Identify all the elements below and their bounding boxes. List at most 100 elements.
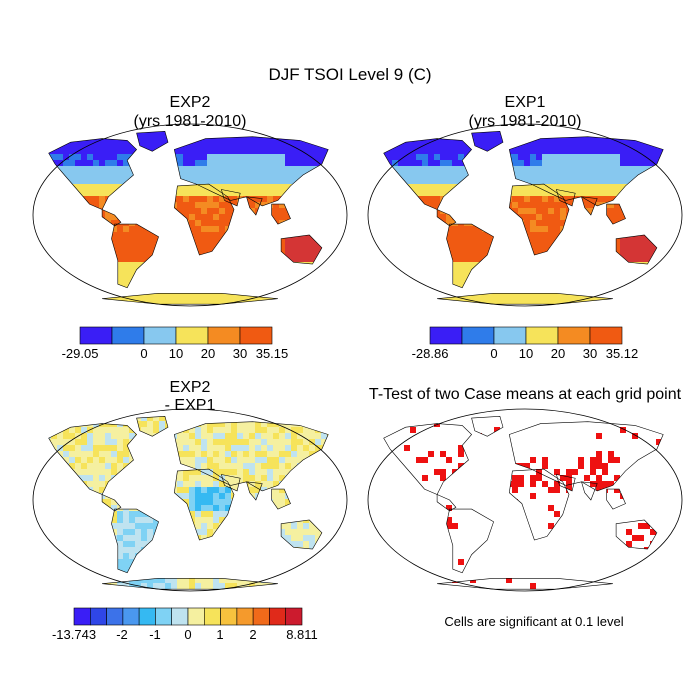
coastline-seAsia xyxy=(606,203,626,225)
figure-title: DJF TSOI Level 9 (C) xyxy=(268,65,431,84)
coastline-arabia xyxy=(555,189,576,207)
coastline-greenland xyxy=(136,415,169,437)
colorbar-tick-label: -2 xyxy=(116,627,128,642)
map-frame xyxy=(367,123,683,307)
coastline-southAmerica xyxy=(446,223,494,289)
coastline-arabia xyxy=(220,189,241,207)
colorbar-box xyxy=(79,326,113,345)
coastline-india xyxy=(246,196,263,216)
panel-3-title-line2: - EXP1 xyxy=(165,397,216,414)
colorbar-box xyxy=(111,326,145,345)
coastline-india xyxy=(581,196,598,216)
colorbar-box xyxy=(252,607,270,626)
coastline-seAsia xyxy=(606,488,626,510)
panel-4-title: T-Test of two Case means at each grid po… xyxy=(369,386,682,403)
colorbar-box xyxy=(461,326,495,345)
colorbar-box xyxy=(493,326,527,345)
coastline-greenland xyxy=(471,415,504,437)
coastline-greenland xyxy=(136,130,169,152)
colorbar-box xyxy=(207,326,241,345)
colorbar-tick-label: 35.12 xyxy=(606,346,639,361)
colorbar-tick-label: 0 xyxy=(140,346,147,361)
colorbar-tick-label: 30 xyxy=(583,346,597,361)
colorbar-box xyxy=(187,607,205,626)
colorbar-tick-label: 2 xyxy=(249,627,256,642)
coastline-southAmerica xyxy=(111,223,159,289)
coastline-northAmerica xyxy=(48,423,138,495)
colorbar-box xyxy=(429,326,463,345)
coastline-australia xyxy=(280,234,323,265)
colorbar-box xyxy=(73,607,91,626)
coastline-africa xyxy=(173,468,235,541)
panel-2-map xyxy=(367,123,683,307)
colorbar-box xyxy=(155,607,172,626)
coastline-northAmerica xyxy=(48,138,138,210)
colorbar-box xyxy=(269,607,286,626)
panel-4-note: Cells are significant at 0.1 level xyxy=(444,614,623,629)
colorbar-tick-label: 30 xyxy=(233,346,247,361)
colorbar-box xyxy=(220,607,238,626)
colorbar-tick-label: -28.86 xyxy=(412,346,449,361)
colorbar-tick-label: 0 xyxy=(490,346,497,361)
colorbar-tick-label: 35.15 xyxy=(256,346,289,361)
colorbar-box xyxy=(589,326,623,345)
colorbar-box xyxy=(236,607,254,626)
colorbar-tick-label: -1 xyxy=(149,627,161,642)
map-frame xyxy=(32,408,348,592)
coastline-eurasia xyxy=(508,421,664,492)
colorbar-box xyxy=(525,326,559,345)
coastline-eurasia xyxy=(173,421,329,492)
coastline-eurasia xyxy=(173,136,329,207)
panel-1-title-line2: (yrs 1981-2010) xyxy=(134,113,247,130)
colorbar-tick-label: 20 xyxy=(201,346,215,361)
panel-4-map xyxy=(367,408,683,592)
coastline-india xyxy=(246,481,263,501)
colorbar-box xyxy=(285,607,303,626)
coastline-arabia xyxy=(555,474,576,492)
colorbar-tick-label: -29.05 xyxy=(62,346,99,361)
colorbar-tick-label: 10 xyxy=(169,346,183,361)
colorbar-box xyxy=(557,326,591,345)
panel-3-map xyxy=(32,408,348,592)
panel-2-title-line1: EXP1 xyxy=(505,94,546,111)
coastline-northAmerica xyxy=(383,423,473,495)
coastline-arabia xyxy=(220,474,241,492)
coastline-africa xyxy=(173,183,235,256)
panel-1-colorbar: -29.05 0 10 20 30 35.15 xyxy=(62,326,289,361)
panel-2-colorbar: -28.86 0 10 20 30 35.12 xyxy=(412,326,639,361)
colorbar-tick-label: 10 xyxy=(519,346,533,361)
coastline-seAsia xyxy=(271,488,291,510)
colorbar-tick-label: 20 xyxy=(551,346,565,361)
colorbar-box xyxy=(171,607,189,626)
panel-3-colorbar: -13.743 -2 -1 0 1 2 8.811 xyxy=(52,607,318,642)
colorbar-box xyxy=(204,607,221,626)
map-frame xyxy=(32,123,348,307)
coastline-southAmerica xyxy=(446,508,494,574)
map-frame xyxy=(367,408,683,592)
colorbar-box xyxy=(106,607,124,626)
coastline-india xyxy=(581,481,598,501)
coastline-seAsia xyxy=(271,203,291,225)
coastline-africa xyxy=(508,468,570,541)
colorbar-box xyxy=(143,326,177,345)
coastline-africa xyxy=(508,183,570,256)
panel-1-title-line1: EXP2 xyxy=(170,94,211,111)
coastline-northAmerica xyxy=(383,138,473,210)
colorbar-box xyxy=(90,607,107,626)
panel-3-title-line1: EXP2 xyxy=(170,379,211,396)
panel-1-map xyxy=(32,123,348,307)
coastline-australia xyxy=(615,234,658,265)
colorbar-tick-label: 1 xyxy=(216,627,223,642)
colorbar-box xyxy=(239,326,273,345)
colorbar-box xyxy=(138,607,156,626)
colorbar-box xyxy=(122,607,140,626)
colorbar-tick-label: -13.743 xyxy=(52,627,96,642)
panel-2-title-line2: (yrs 1981-2010) xyxy=(469,113,582,130)
coastline-eurasia xyxy=(508,136,664,207)
coastline-southAmerica xyxy=(111,508,159,574)
coastline-australia xyxy=(280,519,323,550)
colorbar-tick-label: 8.811 xyxy=(286,627,318,642)
coastline-greenland xyxy=(471,130,504,152)
colorbar-tick-label: 0 xyxy=(184,627,191,642)
